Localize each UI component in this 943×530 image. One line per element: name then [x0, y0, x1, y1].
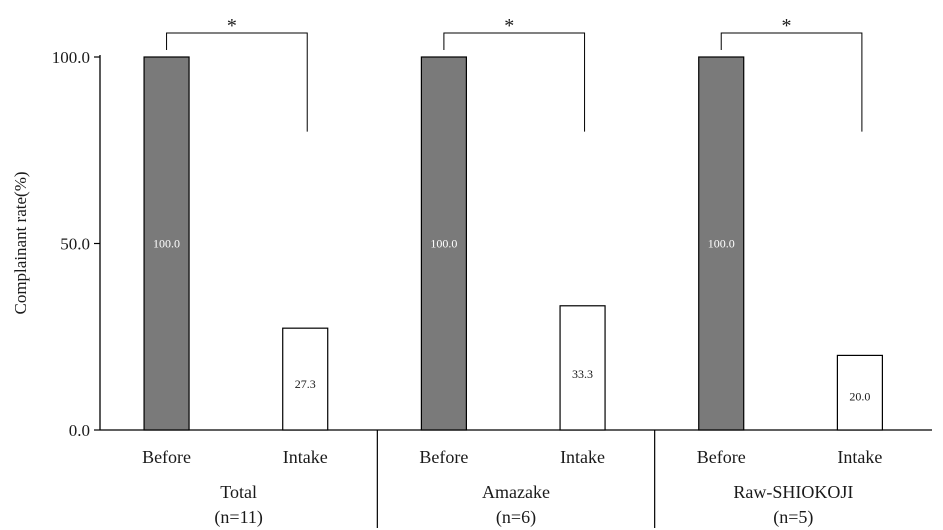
y-tick-label: 50.0 — [60, 235, 90, 254]
bar-value-label: 100.0 — [153, 237, 180, 251]
bar-intake — [836, 354, 883, 431]
significance-brackets: * * * — [166, 15, 863, 132]
category-label: Before — [419, 447, 468, 467]
bar-intake — [559, 305, 606, 431]
axes — [99, 55, 932, 528]
bars — [143, 56, 883, 431]
significance-star: * — [782, 15, 792, 37]
category-label: Intake — [283, 447, 328, 467]
bar-before — [143, 56, 190, 431]
bar-value-label: 27.3 — [295, 377, 316, 391]
bar-value-label: 100.0 — [708, 237, 735, 251]
y-tick-label: 100.0 — [52, 48, 90, 67]
bar-value-label: 20.0 — [849, 389, 870, 403]
category-label: Before — [697, 447, 746, 467]
y-ticks: 0.0 50.0 100.0 — [52, 48, 100, 440]
group-n-label: (n=6) — [496, 507, 536, 528]
bar-value-label: 33.3 — [572, 367, 593, 381]
significance-bracket — [720, 32, 863, 132]
group-n-label: (n=11) — [214, 507, 262, 528]
significance-bracket — [443, 32, 586, 132]
category-label: Intake — [560, 447, 605, 467]
category-label: Before — [142, 447, 191, 467]
group-label: Amazake — [482, 482, 550, 502]
bar-value-label: 100.0 — [430, 237, 457, 251]
y-tick-label: 0.0 — [69, 421, 90, 440]
bar-before — [420, 56, 467, 431]
category-label: Intake — [837, 447, 882, 467]
bar-intake — [282, 327, 329, 431]
significance-star: * — [227, 15, 237, 37]
y-axis-label: Complainant rate(%) — [11, 171, 30, 314]
bar-before — [698, 56, 745, 431]
labels: 100.0 Before 27.3 Intake Total (n=11) 100.0 Bef… — [142, 237, 882, 529]
significance-bracket — [166, 32, 308, 132]
group-n-label: (n=5) — [773, 507, 813, 528]
group-label: Total — [220, 482, 257, 502]
significance-star: * — [504, 15, 514, 37]
group-label: Raw-SHIOKOJI — [733, 482, 853, 502]
